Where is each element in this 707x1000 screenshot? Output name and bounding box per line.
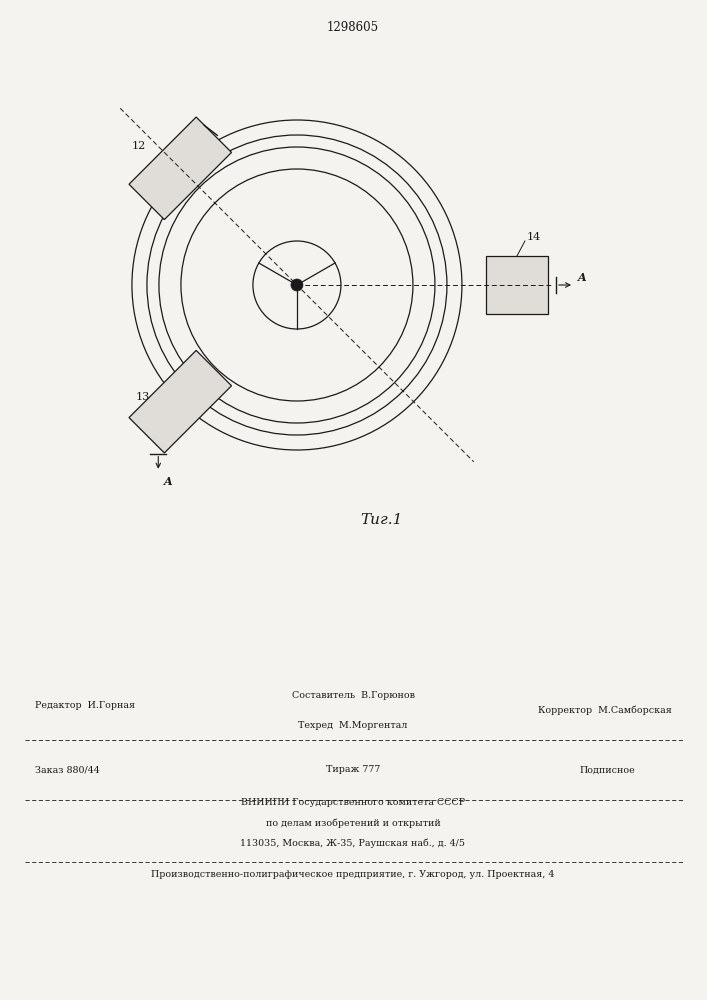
Text: 113035, Москва, Ж-35, Раушская наб., д. 4/5: 113035, Москва, Ж-35, Раушская наб., д. … [240,838,465,848]
Text: Техред  М.Моргентал: Техред М.Моргентал [298,720,408,730]
Text: A: A [578,272,587,283]
Text: Составитель  В.Горюнов: Составитель В.Горюнов [291,690,414,700]
Text: 13: 13 [135,392,149,402]
Text: по делам изобретений и открытий: по делам изобретений и открытий [266,818,440,828]
Text: Тираж 777: Тираж 777 [326,766,380,774]
Text: ВНИИПИ Государственного комитета СССР: ВНИИПИ Государственного комитета СССР [241,798,465,807]
Text: 12: 12 [131,141,146,151]
Text: Заказ 880/44: Заказ 880/44 [35,766,100,774]
Text: Подписное: Подписное [580,766,636,774]
Polygon shape [129,350,231,453]
Circle shape [291,279,303,291]
Text: Редактор  И.Горная: Редактор И.Горная [35,700,135,710]
Text: 14: 14 [527,232,541,242]
Text: Производственно-полиграфическое предприятие, г. Ужгород, ул. Проектная, 4: Производственно-полиграфическое предприя… [151,870,555,879]
Text: 1298605: 1298605 [327,21,379,34]
Text: A: A [164,476,173,487]
Text: Корректор  М.Самборская: Корректор М.Самборская [538,705,672,715]
Text: Τиг.1: Τиг.1 [361,513,403,527]
Bar [486,256,548,314]
Polygon shape [129,117,231,220]
